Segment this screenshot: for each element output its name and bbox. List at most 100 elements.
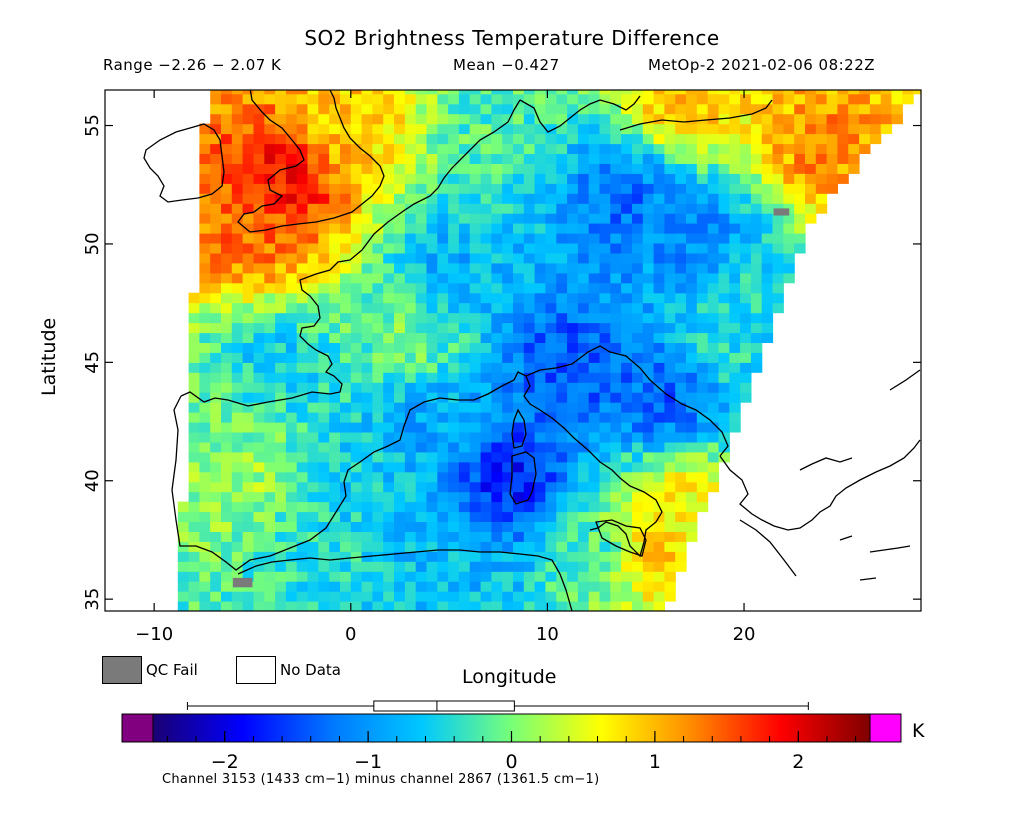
heatmap-cell xyxy=(696,491,709,503)
heatmap-cell xyxy=(458,571,471,582)
heatmap-cell xyxy=(469,422,482,433)
heatmap-cell xyxy=(264,511,276,522)
heatmap-cell xyxy=(480,332,492,343)
heatmap-cell xyxy=(750,133,763,145)
heatmap-cell xyxy=(253,193,265,204)
heatmap-cell xyxy=(513,402,525,413)
heatmap-cell xyxy=(480,93,492,105)
heatmap-cell xyxy=(188,511,200,522)
heatmap-cell xyxy=(350,501,363,513)
heatmap-cell xyxy=(523,581,536,592)
heatmap-cell xyxy=(329,123,341,135)
heatmap-cell xyxy=(588,392,601,403)
heatmap-cell xyxy=(577,193,590,204)
heatmap-cell xyxy=(610,123,622,135)
heatmap-cell xyxy=(534,342,546,353)
heatmap-cell xyxy=(502,382,514,393)
heatmap-cell xyxy=(275,412,287,423)
heatmap-cell xyxy=(686,233,698,244)
heatmap-cell xyxy=(783,183,795,194)
heatmap-cell xyxy=(805,143,817,154)
heatmap-cell xyxy=(653,451,665,463)
heatmap-cell xyxy=(610,193,622,204)
heatmap-cell xyxy=(480,571,492,582)
heatmap-cell xyxy=(231,441,244,453)
heatmap-cell xyxy=(513,103,525,115)
heatmap-cell xyxy=(221,382,233,393)
heatmap-cell xyxy=(264,123,276,135)
heatmap-cell xyxy=(361,392,373,403)
heatmap-cell xyxy=(404,153,417,164)
heatmap-cell xyxy=(329,93,341,105)
heatmap-cell xyxy=(556,571,568,582)
heatmap-cell xyxy=(329,491,341,503)
heatmap-cell xyxy=(177,601,190,611)
heatmap-cell xyxy=(783,252,795,264)
heatmap-cell xyxy=(188,561,200,572)
heatmap-cell xyxy=(577,223,590,234)
heatmap-cell xyxy=(469,581,482,592)
heatmap-cell xyxy=(545,501,557,513)
heatmap-cell xyxy=(534,541,546,552)
heatmap-cell xyxy=(729,123,741,135)
heatmap-cell xyxy=(188,461,200,473)
heatmap-cell xyxy=(913,90,921,95)
heatmap-cell xyxy=(242,601,254,611)
heatmap-cell xyxy=(264,302,276,314)
heatmap-cell xyxy=(502,163,514,174)
heatmap-cell xyxy=(696,203,709,214)
heatmap-cell xyxy=(469,123,482,135)
heatmap-cell xyxy=(577,103,590,115)
heatmap-cell xyxy=(448,292,460,304)
heatmap-cell xyxy=(621,432,633,443)
heatmap-cell xyxy=(750,342,763,353)
heatmap-cell xyxy=(242,521,254,532)
heatmap-cell xyxy=(513,451,525,463)
heatmap-cell xyxy=(491,511,503,522)
heatmap-cell xyxy=(372,491,384,503)
heatmap-cell xyxy=(199,183,211,194)
heatmap-cell xyxy=(502,481,514,493)
heatmap-cell xyxy=(545,223,557,234)
heatmap-cell xyxy=(675,322,687,334)
heatmap-cell xyxy=(577,432,590,443)
heatmap-cell xyxy=(599,93,611,105)
heatmap-cell xyxy=(372,481,384,493)
heatmap-cell xyxy=(632,233,644,244)
heatmap-cell xyxy=(556,90,568,95)
heatmap-cell xyxy=(296,312,309,324)
heatmap-cell xyxy=(318,292,330,304)
heatmap-cell xyxy=(750,352,763,363)
heatmap-cell xyxy=(340,601,352,611)
heatmap-cell xyxy=(275,451,287,463)
heatmap-cell xyxy=(340,501,352,513)
heatmap-cell xyxy=(599,103,611,115)
heatmap-cell xyxy=(707,451,720,463)
heatmap-cell xyxy=(545,591,557,602)
heatmap-cell xyxy=(588,282,601,294)
heatmap-cell xyxy=(253,601,265,611)
heatmap-cell xyxy=(426,382,438,393)
heatmap-cell xyxy=(404,173,417,184)
heatmap-cell xyxy=(718,312,730,324)
heatmap-cell xyxy=(577,541,590,552)
heatmap-cell xyxy=(415,153,428,164)
heatmap-cell xyxy=(534,213,546,224)
heatmap-cell xyxy=(610,461,622,473)
heatmap-cell xyxy=(610,501,622,513)
heatmap-cell xyxy=(772,143,784,154)
heatmap-cell xyxy=(221,601,233,611)
heatmap-cell xyxy=(513,193,525,204)
heatmap-cell xyxy=(458,551,471,562)
heatmap-cell xyxy=(740,382,752,393)
heatmap-cell xyxy=(404,302,417,314)
heatmap-cell xyxy=(718,90,730,95)
heatmap-cell xyxy=(210,432,222,443)
heatmap-cell xyxy=(372,451,384,463)
heatmap-cell xyxy=(296,531,309,542)
heatmap-cell xyxy=(318,581,330,592)
heatmap-cell xyxy=(772,173,784,184)
heatmap-cell xyxy=(307,412,319,423)
heatmap-cell xyxy=(707,243,720,254)
heatmap-cell xyxy=(621,601,633,611)
